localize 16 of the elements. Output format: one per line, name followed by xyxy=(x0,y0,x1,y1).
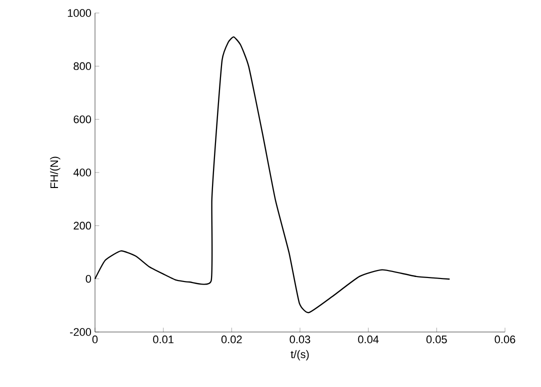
x-axis-title: t/(s) xyxy=(290,350,309,360)
x-tick-label: 0.05 xyxy=(426,336,447,344)
y-axis-title: FH/(N) xyxy=(50,156,60,188)
y-tick-label: 200 xyxy=(74,222,92,230)
x-tick-label: 0.02 xyxy=(221,336,242,344)
x-tick-label: 0.04 xyxy=(358,336,379,344)
x-tick-label: 0 xyxy=(92,336,98,344)
y-tick-label: 0 xyxy=(86,274,92,283)
x-tick-label: 0.06 xyxy=(494,336,516,344)
y-tick-label: -200 xyxy=(70,328,92,336)
y-tick-label: 600 xyxy=(74,115,92,124)
x-tick-label: 0.01 xyxy=(153,336,174,344)
y-tick-label: 1000 xyxy=(68,9,92,17)
y-tick-label: 400 xyxy=(73,168,92,176)
x-tick-label: 0.03 xyxy=(290,336,310,344)
y-tick-label: 800 xyxy=(74,62,92,70)
